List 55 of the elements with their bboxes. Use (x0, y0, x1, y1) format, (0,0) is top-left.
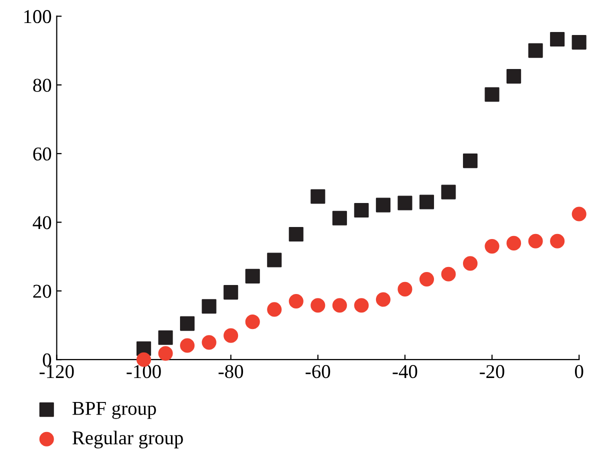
y-tick-label: 60 (33, 147, 52, 161)
x-tick-label: -80 (218, 365, 244, 378)
point (462, 256, 478, 271)
point (550, 32, 565, 47)
point (202, 335, 216, 350)
point (376, 292, 390, 307)
point (506, 236, 522, 250)
point (180, 316, 195, 331)
point (484, 239, 500, 254)
point (158, 330, 173, 345)
point (398, 282, 412, 296)
point (288, 294, 304, 309)
y-tick-label: 40 (32, 216, 52, 230)
point (528, 43, 543, 58)
point (180, 338, 195, 353)
y-tick-label: 80 (33, 78, 52, 92)
point (441, 184, 456, 200)
point (462, 154, 478, 168)
point (528, 234, 543, 248)
point (506, 69, 522, 84)
y-tick-label: 20 (33, 284, 52, 298)
point (245, 268, 260, 284)
y-tick-label: 100 (24, 10, 52, 24)
legend-label: Regular group (72, 430, 183, 448)
point (419, 194, 434, 210)
y-tick-label: 0 (42, 353, 52, 367)
point (572, 206, 586, 222)
point (354, 298, 369, 313)
point (310, 189, 326, 204)
point (419, 272, 434, 287)
point (245, 314, 260, 330)
x-tick-label: -20 (480, 365, 504, 378)
point (484, 87, 500, 102)
x-tick-label: -120 (40, 365, 74, 378)
point (288, 226, 304, 242)
point (224, 328, 238, 343)
point (572, 35, 586, 50)
point (267, 252, 282, 268)
point (332, 298, 347, 313)
point (441, 266, 456, 282)
point (354, 202, 369, 218)
x-tick-label: -100 (126, 365, 161, 378)
point (376, 198, 390, 212)
point (550, 234, 565, 248)
point (398, 196, 412, 210)
point (158, 346, 173, 361)
point (224, 285, 238, 300)
legend-label: BPF group (72, 402, 156, 419)
point (202, 299, 216, 314)
point (310, 298, 326, 313)
point (332, 210, 347, 226)
x-tick-label: -60 (306, 365, 330, 378)
x-tick-label: 0 (574, 365, 584, 378)
point (267, 302, 282, 317)
x-tick-label: -40 (392, 365, 418, 378)
